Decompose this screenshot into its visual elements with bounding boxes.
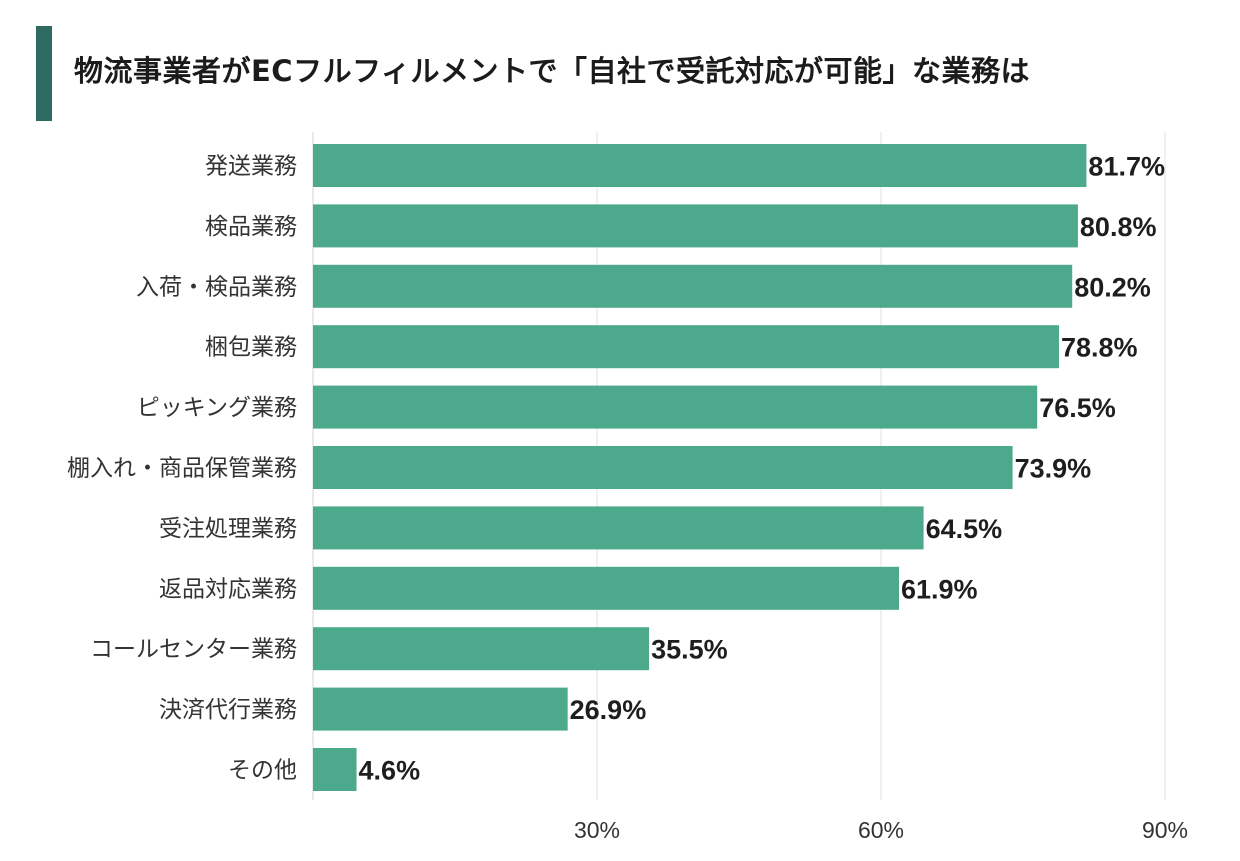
chart-title: 物流事業者がECフルフィルメントで「自社で受託対応が可能」な業務は — [74, 54, 1031, 88]
bar — [313, 446, 1013, 489]
value-label: 81.7% — [1088, 152, 1165, 182]
category-label: 受注処理業務 — [159, 516, 297, 542]
value-label: 80.8% — [1080, 212, 1157, 242]
bar — [313, 627, 650, 671]
value-label: 78.8% — [1061, 333, 1138, 363]
title-accent-bar — [36, 26, 52, 121]
value-label: 80.2% — [1074, 272, 1151, 302]
bar — [313, 204, 1078, 248]
x-tick-label: 90% — [1142, 817, 1188, 843]
value-label: 61.9% — [901, 574, 978, 604]
bar — [313, 325, 1059, 369]
category-label: 検品業務 — [205, 214, 297, 240]
bar — [313, 687, 568, 731]
category-label: 入荷・検品業務 — [136, 274, 297, 300]
value-label: 26.9% — [570, 695, 647, 725]
bar — [313, 385, 1038, 429]
x-tick-label: 30% — [574, 817, 620, 843]
bar — [313, 144, 1087, 187]
value-label: 35.5% — [651, 635, 728, 665]
category-label: ピッキング業務 — [137, 395, 297, 421]
value-label: 64.5% — [926, 514, 1003, 544]
value-label: 76.5% — [1039, 393, 1116, 423]
bar — [313, 566, 899, 610]
category-label: 発送業務 — [205, 154, 297, 180]
bar — [313, 506, 924, 550]
bar — [313, 748, 357, 791]
category-label: 棚入れ・商品保管業務 — [67, 456, 297, 482]
category-label: 梱包業務 — [205, 335, 297, 361]
bar — [313, 264, 1073, 308]
value-label: 4.6% — [359, 756, 421, 786]
category-label: その他 — [228, 758, 297, 784]
x-tick-label: 60% — [858, 817, 904, 843]
category-label: コールセンター業務 — [90, 637, 297, 663]
category-label: 決済代行業務 — [159, 697, 297, 723]
category-label: 返品対応業務 — [159, 576, 297, 602]
value-label: 73.9% — [1015, 454, 1092, 484]
